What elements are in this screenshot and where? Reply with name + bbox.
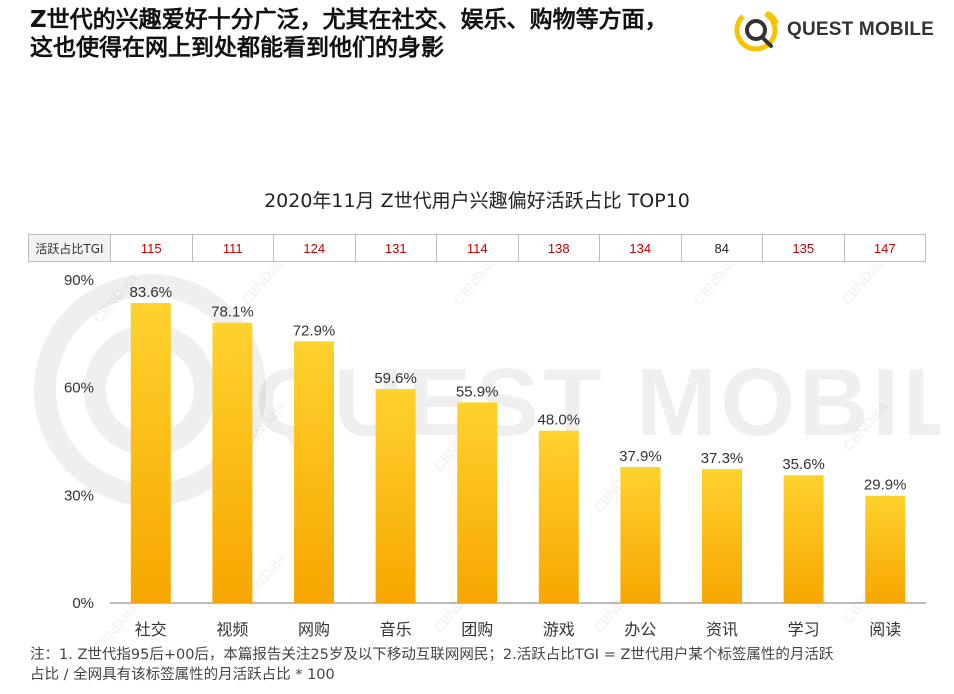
data-label: 55.9% — [456, 383, 499, 400]
bar — [457, 402, 498, 603]
bar — [702, 469, 742, 603]
questmobile-logo-icon — [734, 8, 779, 52]
x-tick-label: 资讯 — [706, 620, 738, 639]
tgi-value: 111 — [193, 235, 274, 261]
x-tick-label: 办公 — [624, 620, 656, 639]
tgi-cells: 115 111 124 131 114 138 134 84 135 147 — [111, 235, 925, 261]
watermark-small-text: CBNData — [690, 264, 740, 308]
chart-title: 2020年11月 Z世代用户兴趣偏好活跃占比 TOP10 — [264, 190, 690, 212]
watermark-small-text: CBNData — [90, 600, 140, 644]
watermark-small-text: CBNData — [450, 264, 500, 308]
watermark-small-text: CBNData — [238, 264, 288, 308]
tgi-value: 131 — [356, 235, 437, 261]
bar — [130, 302, 171, 603]
tgi-value: 115 — [111, 235, 193, 261]
x-tick-label: 阅读 — [869, 620, 901, 639]
x-tick-label: 团购 — [461, 620, 493, 639]
data-label: 37.9% — [619, 448, 662, 465]
tgi-table: 活跃占比TGI 115 111 124 131 114 138 134 84 135 147 — [28, 234, 926, 262]
page-title-line-2: 这也使得在网上到处都能看到他们的身影 — [30, 35, 444, 61]
x-tick-label: 游戏 — [543, 620, 575, 639]
bar — [620, 466, 661, 603]
bar-chart: CBNData CBNData CBNData CBNData CBNData CBNDa… — [64, 264, 926, 644]
bar — [538, 430, 579, 603]
tgi-value: 124 — [274, 235, 356, 261]
x-tick-label: 网购 — [298, 620, 330, 639]
footnote-line-1: 注：1. Z世代指95后+00后，本篇报告关注25岁及以下移动互联网网民；2.活… — [30, 647, 834, 663]
bar — [212, 322, 253, 603]
bar — [375, 389, 416, 603]
tgi-value: 138 — [519, 235, 600, 261]
data-label: 83.6% — [130, 284, 173, 301]
questmobile-logo: QUEST MOBILE — [733, 6, 934, 54]
data-label: 37.3% — [701, 450, 744, 467]
tgi-value: 135 — [763, 235, 845, 261]
x-tick-label: 音乐 — [380, 620, 412, 639]
x-tick-label: 视频 — [216, 620, 248, 639]
tgi-value: 147 — [873, 240, 896, 256]
data-label: 78.1% — [211, 304, 254, 321]
data-label: 29.9% — [864, 477, 907, 494]
y-tick-label: 30% — [64, 487, 94, 504]
x-tick-label: 学习 — [788, 620, 820, 639]
data-label: 35.6% — [782, 456, 825, 473]
tgi-value: 84 — [682, 235, 763, 261]
data-label: 48.0% — [538, 412, 581, 429]
tgi-value: 134 — [600, 235, 682, 261]
bar — [294, 341, 334, 603]
x-tick-label: 社交 — [135, 620, 167, 639]
data-label: 59.6% — [374, 370, 417, 387]
tgi-row-label: 活跃占比TGI — [29, 235, 111, 261]
footnote: 注：1. Z世代指95后+00后，本篇报告关注25岁及以下移动互联网网民；2.活… — [30, 645, 930, 685]
tgi-value: 114 — [437, 235, 519, 261]
data-label: 72.9% — [293, 322, 336, 339]
watermark-small-text: CBNData — [838, 264, 888, 308]
watermark-small-text: CBNData — [840, 398, 890, 454]
y-tick-label: 90% — [64, 272, 94, 289]
page-title: Z世代的兴趣爱好十分广泛，尤其在社交、娱乐、购物等方面， 这也使得在网上到处都能… — [30, 6, 720, 62]
footnote-line-2: 占比 / 全网具有该标签属性的月活跃占比 * 100 — [30, 667, 335, 683]
logo-text: QUEST MOBILE — [787, 19, 935, 40]
y-tick-label: 60% — [64, 380, 94, 397]
bar — [783, 475, 824, 603]
y-tick-label: 0% — [72, 595, 94, 612]
bar — [865, 495, 906, 603]
page-title-line-1: Z世代的兴趣爱好十分广泛，尤其在社交、娱乐、购物等方面， — [30, 7, 668, 33]
